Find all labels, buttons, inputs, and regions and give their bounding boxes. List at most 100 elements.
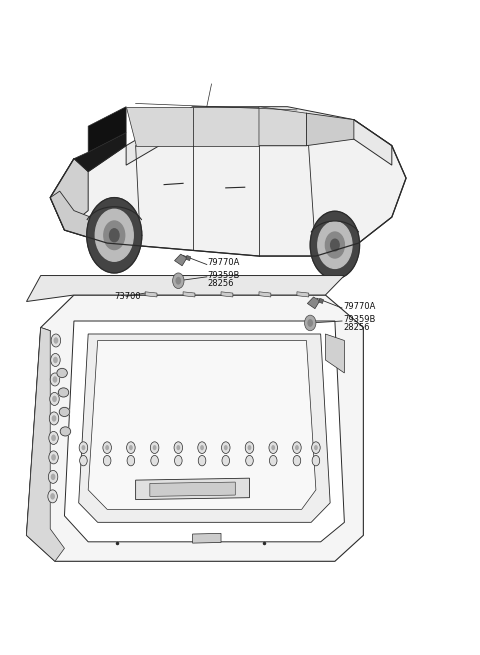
- Circle shape: [79, 442, 88, 453]
- Circle shape: [48, 490, 57, 503]
- Polygon shape: [319, 298, 324, 303]
- Polygon shape: [50, 191, 107, 243]
- Polygon shape: [88, 107, 126, 152]
- Circle shape: [269, 455, 277, 466]
- Circle shape: [51, 435, 56, 441]
- Circle shape: [318, 221, 352, 269]
- Polygon shape: [192, 533, 221, 543]
- Polygon shape: [50, 120, 406, 256]
- Polygon shape: [325, 334, 344, 373]
- Circle shape: [269, 442, 277, 453]
- Polygon shape: [145, 291, 157, 297]
- Circle shape: [312, 442, 320, 453]
- Circle shape: [176, 277, 181, 285]
- Polygon shape: [150, 482, 235, 496]
- Polygon shape: [88, 341, 316, 510]
- Circle shape: [48, 470, 58, 483]
- Circle shape: [53, 376, 57, 383]
- Ellipse shape: [57, 368, 67, 377]
- Circle shape: [54, 337, 58, 344]
- Circle shape: [174, 442, 182, 453]
- Circle shape: [325, 232, 344, 258]
- Circle shape: [49, 432, 58, 444]
- Ellipse shape: [60, 427, 71, 436]
- Circle shape: [177, 445, 180, 450]
- Circle shape: [50, 493, 55, 500]
- Text: 73700: 73700: [114, 292, 141, 301]
- Polygon shape: [26, 276, 344, 301]
- Circle shape: [52, 415, 56, 422]
- Circle shape: [87, 198, 142, 273]
- Text: 79770A: 79770A: [208, 258, 240, 267]
- Polygon shape: [26, 328, 64, 561]
- Text: 79770A: 79770A: [343, 301, 375, 310]
- Text: 79359B: 79359B: [343, 314, 375, 324]
- Circle shape: [51, 474, 56, 480]
- Polygon shape: [306, 113, 354, 145]
- Circle shape: [221, 442, 230, 453]
- Circle shape: [293, 442, 301, 453]
- Circle shape: [53, 357, 58, 364]
- Polygon shape: [64, 321, 344, 542]
- Polygon shape: [183, 291, 195, 297]
- Circle shape: [50, 373, 60, 386]
- Polygon shape: [175, 254, 187, 266]
- Polygon shape: [126, 107, 392, 165]
- Circle shape: [200, 445, 204, 450]
- Circle shape: [331, 239, 339, 251]
- Ellipse shape: [58, 388, 69, 397]
- Circle shape: [314, 445, 318, 450]
- Circle shape: [153, 445, 156, 450]
- Circle shape: [310, 212, 360, 279]
- Circle shape: [104, 221, 125, 250]
- Polygon shape: [307, 297, 320, 309]
- Circle shape: [222, 455, 229, 466]
- Polygon shape: [297, 291, 309, 297]
- Polygon shape: [50, 159, 88, 230]
- Polygon shape: [259, 107, 306, 145]
- Circle shape: [127, 442, 135, 453]
- Circle shape: [96, 210, 133, 261]
- Circle shape: [105, 445, 109, 450]
- Circle shape: [271, 445, 275, 450]
- Circle shape: [151, 455, 158, 466]
- Text: 79359B: 79359B: [208, 271, 240, 280]
- Circle shape: [198, 442, 206, 453]
- Circle shape: [307, 319, 313, 327]
- Polygon shape: [136, 478, 250, 500]
- Text: 28256: 28256: [208, 280, 234, 288]
- Circle shape: [51, 354, 60, 366]
- Circle shape: [49, 451, 58, 464]
- Polygon shape: [74, 133, 126, 172]
- Polygon shape: [221, 291, 233, 297]
- Circle shape: [295, 445, 299, 450]
- Circle shape: [52, 396, 57, 402]
- Polygon shape: [259, 291, 271, 297]
- Circle shape: [50, 392, 59, 405]
- Circle shape: [173, 273, 184, 289]
- Circle shape: [293, 455, 301, 466]
- Circle shape: [150, 442, 159, 453]
- Circle shape: [304, 315, 316, 331]
- Circle shape: [246, 455, 253, 466]
- Circle shape: [109, 229, 119, 242]
- Circle shape: [82, 445, 85, 450]
- Polygon shape: [26, 328, 50, 535]
- Polygon shape: [126, 107, 192, 145]
- Circle shape: [198, 455, 206, 466]
- Circle shape: [127, 455, 135, 466]
- Polygon shape: [192, 107, 259, 145]
- Circle shape: [49, 412, 59, 425]
- Circle shape: [245, 442, 254, 453]
- Circle shape: [224, 445, 228, 450]
- Circle shape: [248, 445, 252, 450]
- Circle shape: [312, 455, 320, 466]
- Text: 28256: 28256: [343, 323, 370, 332]
- Circle shape: [129, 445, 133, 450]
- Circle shape: [51, 334, 60, 347]
- Polygon shape: [79, 334, 330, 522]
- Circle shape: [103, 442, 111, 453]
- Circle shape: [175, 455, 182, 466]
- Polygon shape: [26, 295, 363, 561]
- Circle shape: [51, 454, 56, 460]
